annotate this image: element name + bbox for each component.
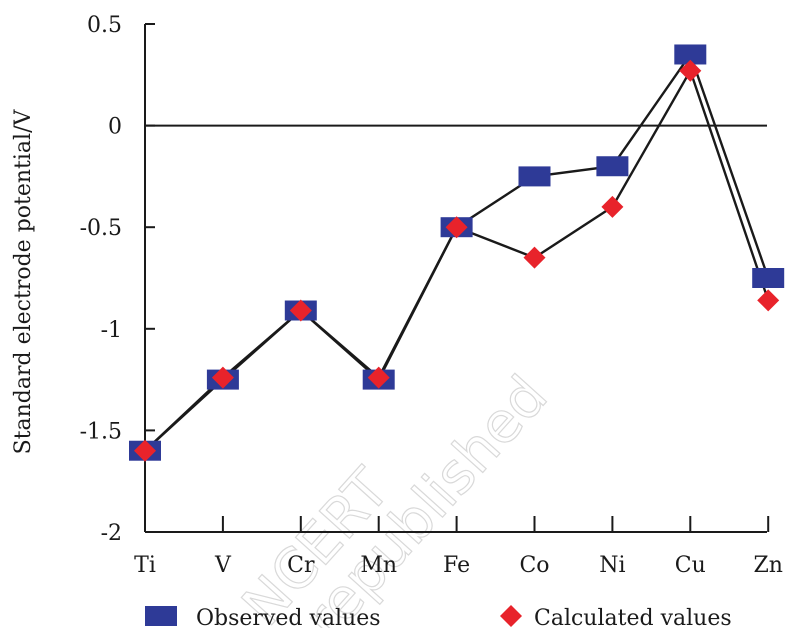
legend-observed-swatch <box>145 606 177 626</box>
calculated-marker <box>601 195 624 218</box>
y-tick-label: -1 <box>101 318 122 343</box>
x-tick-label: Ti <box>134 553 156 578</box>
y-tick-label: -1.5 <box>80 419 122 444</box>
calculated-marker <box>134 439 156 462</box>
series-markers <box>129 44 785 462</box>
legend-calculated-swatch <box>500 605 522 627</box>
legend: Observed values Calculated values <box>145 605 732 628</box>
x-tick-label: Fe <box>443 553 470 578</box>
y-tick-label: 0 <box>108 115 122 140</box>
calculated-marker <box>211 366 234 389</box>
calculated-marker <box>523 246 546 269</box>
y-tick-label: -0.5 <box>80 216 122 241</box>
tick-labels: 0.5 0 -0.5 -1 -1.5 -2 Ti V Cr Mn Fe Co Ni Cu Zn <box>80 13 783 578</box>
x-tick-label: Cr <box>287 553 315 578</box>
x-tick-label: Ni <box>599 553 625 578</box>
observed-marker <box>596 156 629 177</box>
x-tick-label: V <box>214 553 232 578</box>
calculated-marker <box>757 289 780 312</box>
series-line-calculated <box>144 67 770 452</box>
observed-marker <box>674 44 707 65</box>
observed-marker <box>518 166 551 187</box>
calculated-marker <box>367 366 390 389</box>
calculated-marker <box>289 299 312 322</box>
series-line-observed <box>144 51 770 452</box>
y-tick-label: -2 <box>101 521 122 546</box>
calculated-marker <box>679 59 702 82</box>
y-tick-label: 0.5 <box>87 13 122 38</box>
observed-marker <box>752 268 785 288</box>
x-tick-label: Mn <box>360 553 397 578</box>
axes <box>144 23 770 533</box>
series-lines <box>144 51 770 452</box>
calculated-marker <box>445 216 468 239</box>
x-tick-label: Co <box>519 553 549 578</box>
x-tick-label: Zn <box>753 553 782 578</box>
y-axis-title: Standard electrode potential/V <box>11 109 36 455</box>
legend-observed-label: Observed values <box>196 606 381 628</box>
legend-calculated-label: Calculated values <box>534 606 732 628</box>
x-tick-label: Cu <box>675 553 706 578</box>
